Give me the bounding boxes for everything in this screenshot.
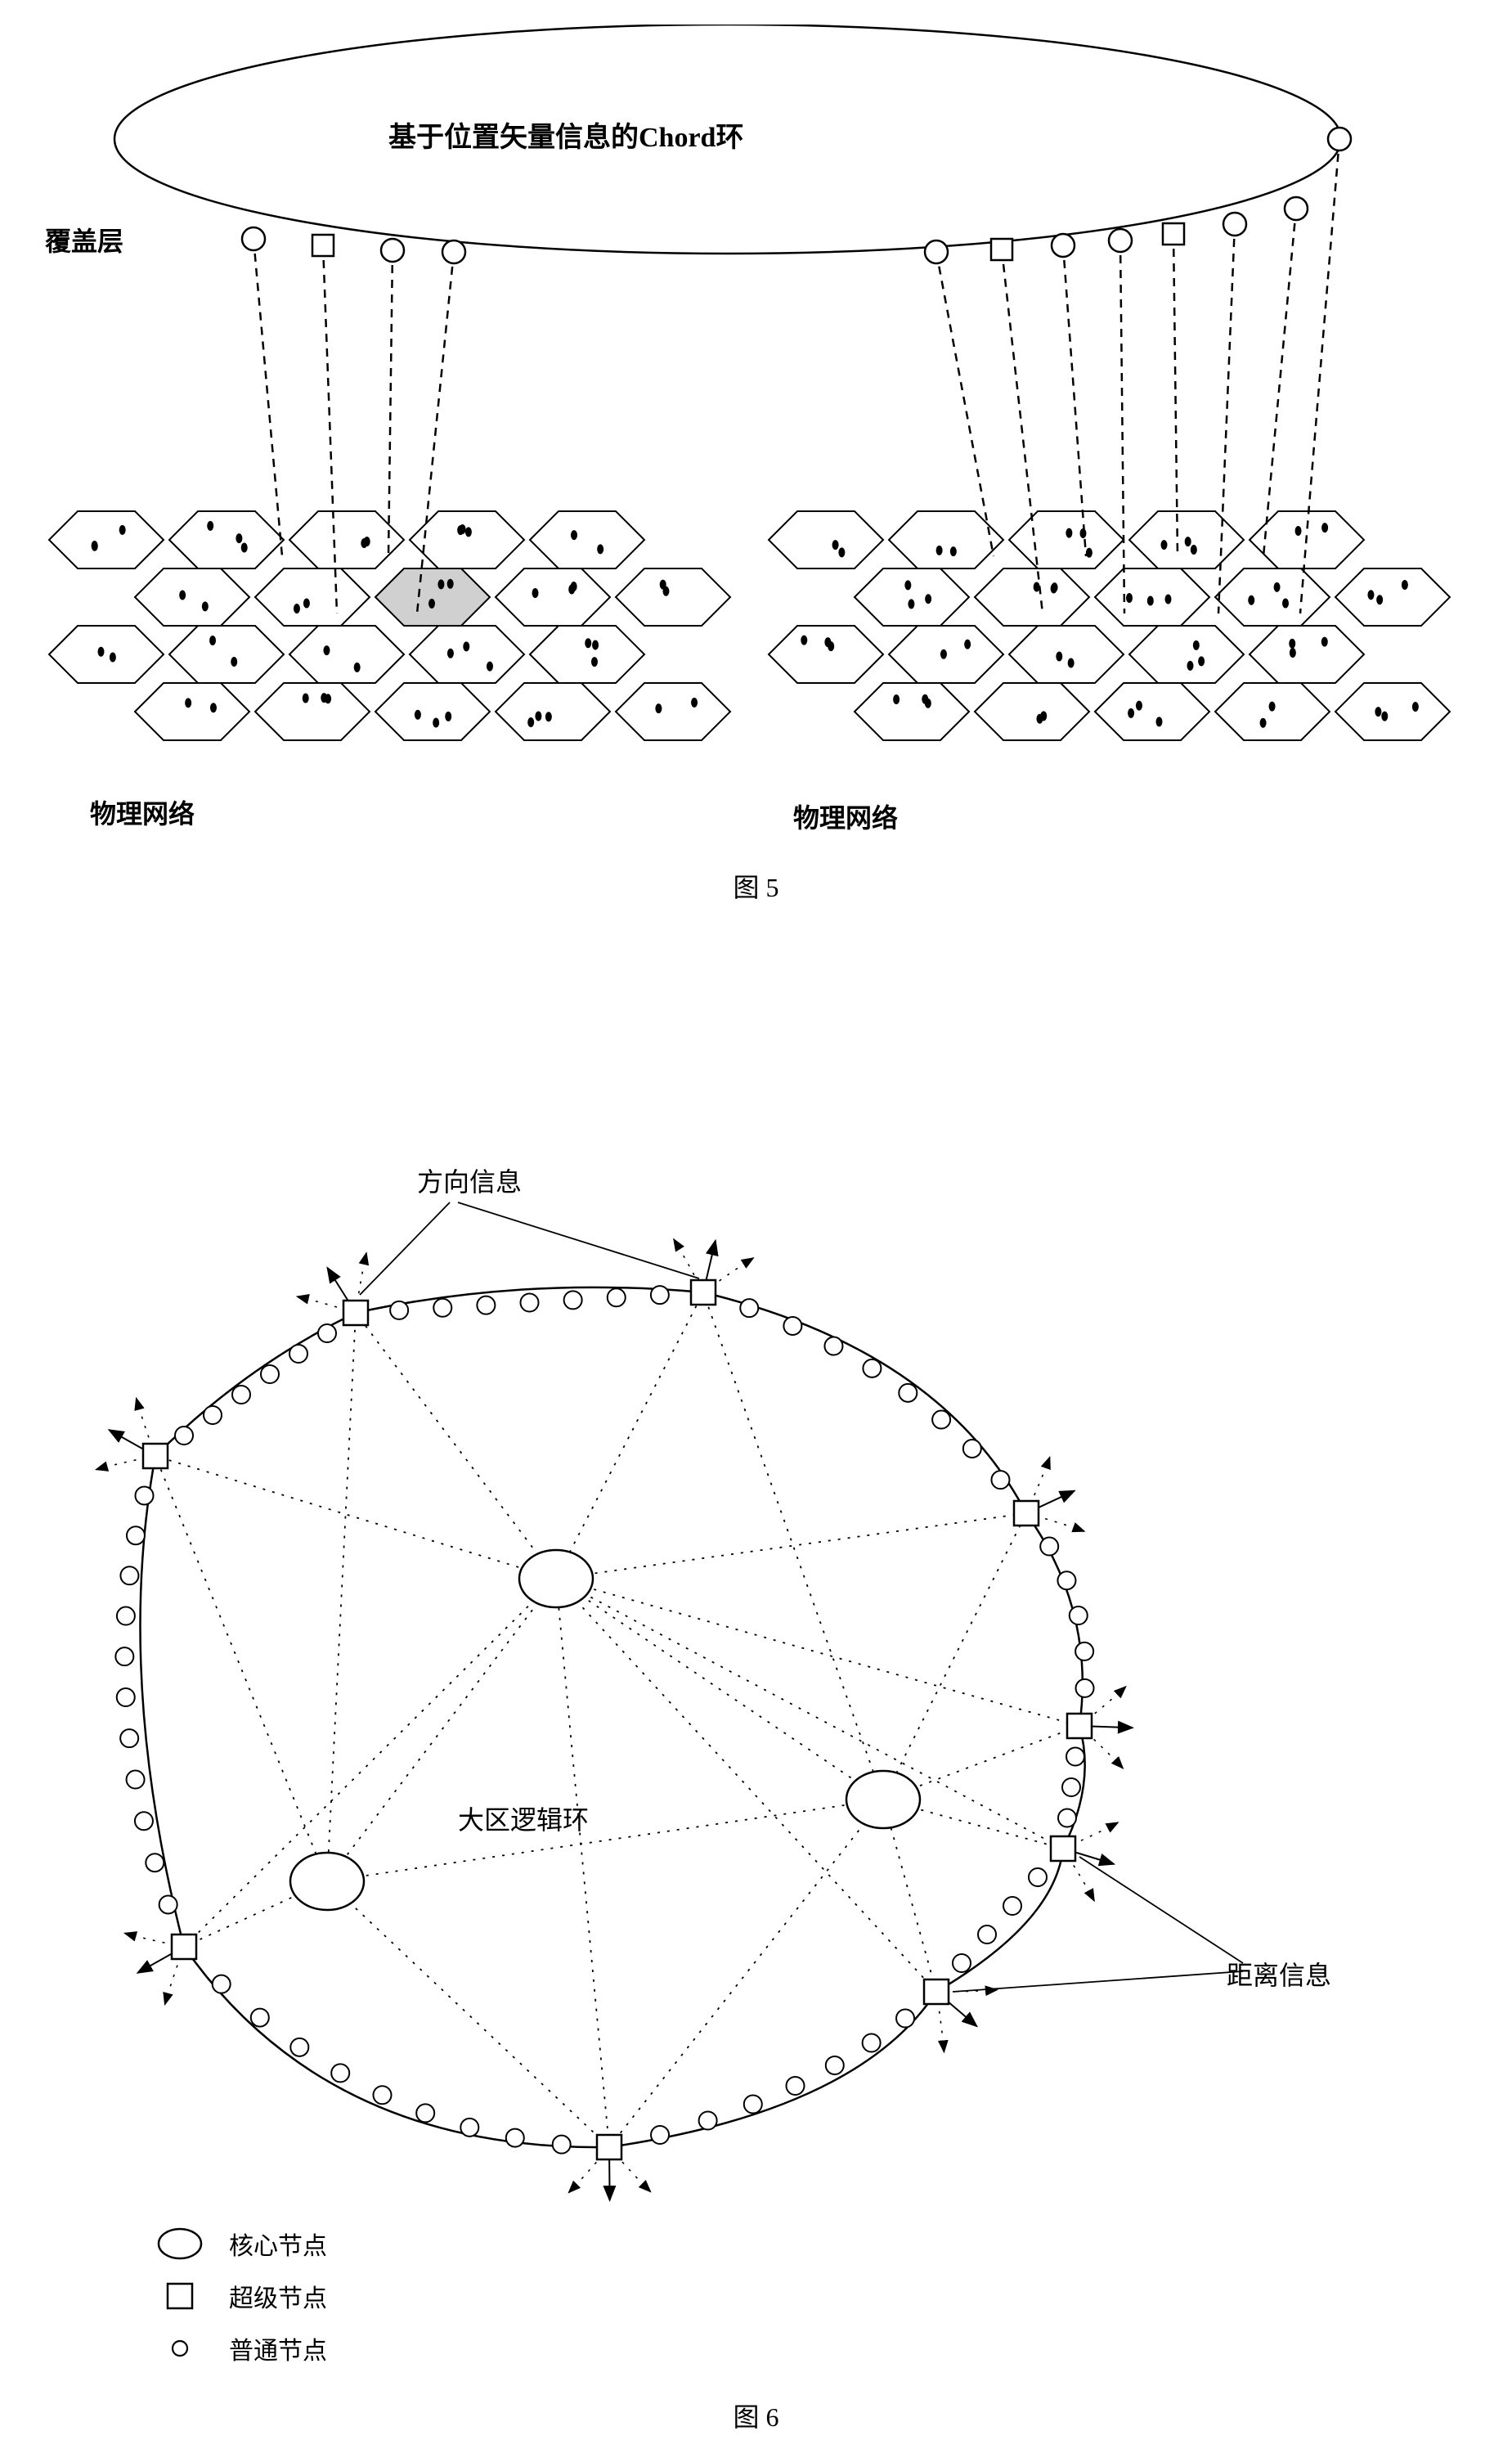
ring-label: 大区逻辑环	[458, 1800, 589, 1837]
legend-row: 超级节点	[155, 2277, 327, 2315]
legend-row: 普通节点	[155, 2330, 327, 2367]
overlay-label: 覆盖层	[45, 221, 123, 258]
legend-label: 核心节点	[229, 2226, 327, 2262]
figure-5: 覆盖层 基于位置矢量信息的Chord环 物理网络 物理网络 图 5	[0, 25, 1512, 924]
legend-square-icon	[155, 2277, 204, 2315]
legend-label: 普通节点	[229, 2330, 327, 2366]
fig6-caption: 图 6	[0, 2397, 1512, 2434]
legend-small-circle-icon	[155, 2330, 204, 2367]
direction-label: 方向信息	[417, 1162, 522, 1199]
physical-left-label: 物理网络	[90, 793, 195, 831]
ring-title: 基于位置矢量信息的Chord环	[388, 115, 743, 155]
physical-right-label: 物理网络	[793, 798, 898, 835]
legend-ellipse-icon	[155, 2225, 204, 2263]
fig6-legend: 核心节点超级节点普通节点	[155, 2225, 327, 2382]
distance-label: 距离信息	[1227, 1955, 1331, 1993]
fig6-svg	[0, 1104, 1512, 2233]
figure-6: 方向信息 距离信息 大区逻辑环 核心节点超级节点普通节点 图 6	[0, 1104, 1512, 2413]
legend-row: 核心节点	[155, 2225, 327, 2263]
fig5-caption: 图 5	[0, 867, 1512, 905]
fig5-svg	[0, 25, 1512, 843]
legend-label: 超级节点	[229, 2278, 327, 2314]
